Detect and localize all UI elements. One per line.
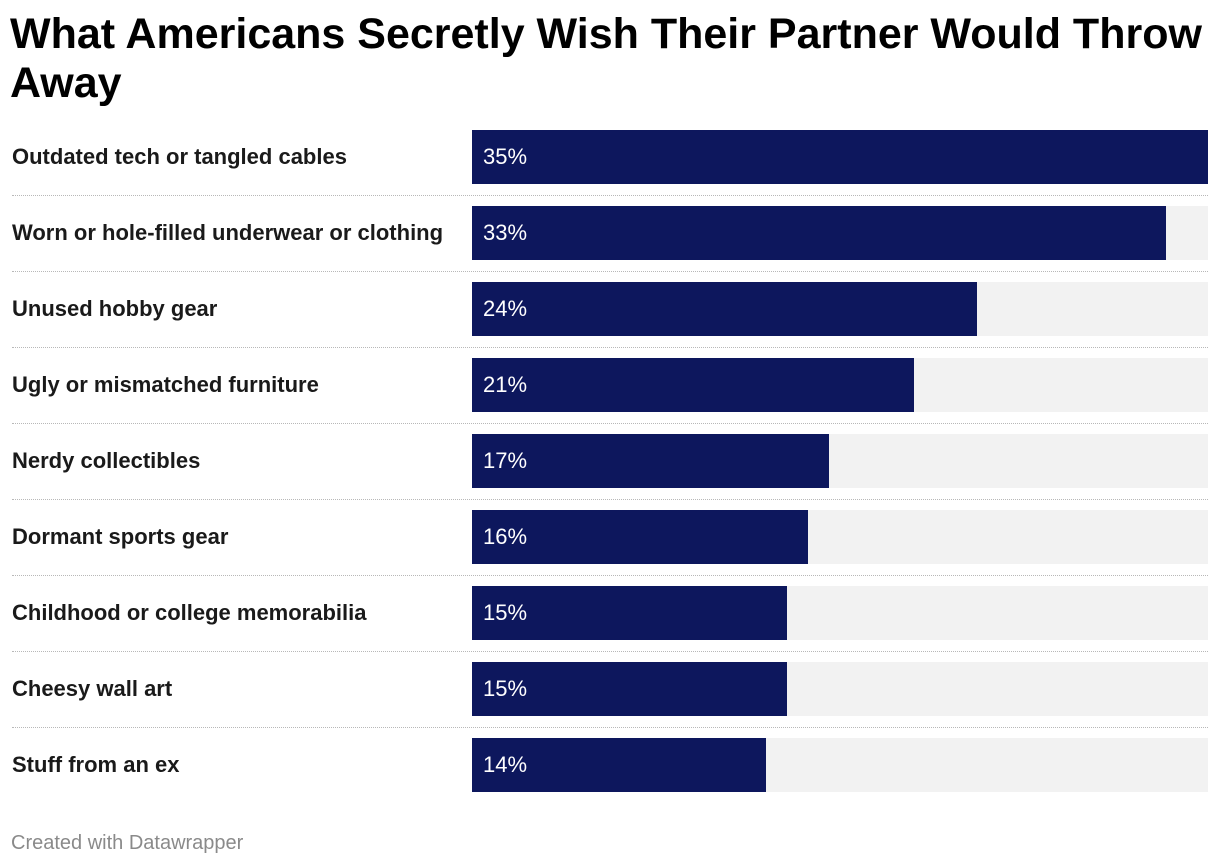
row-divider [12, 195, 1208, 196]
bar-track: 15% [472, 586, 1208, 640]
row-divider [12, 575, 1208, 576]
category-label: Outdated tech or tangled cables [12, 144, 347, 169]
bar-row-dormant-sports-gear: Dormant sports gear 16% [0, 510, 1220, 586]
value-label: 17% [483, 448, 528, 473]
value-label: 35% [483, 144, 528, 169]
category-label: Childhood or college memorabilia [12, 600, 367, 625]
value-label: 16% [483, 524, 528, 549]
bar-row-outdated-tech-or-tangled-cables: Outdated tech or tangled cables 35% [0, 130, 1220, 206]
value-label: 33% [483, 220, 528, 245]
bar: 17% [472, 434, 829, 488]
chart-title: What Americans Secretly Wish Their Partn… [10, 10, 1202, 107]
row-divider [12, 499, 1208, 500]
row-divider [12, 651, 1208, 652]
category-label: Nerdy collectibles [12, 448, 201, 473]
bar-row-nerdy-collectibles: Nerdy collectibles 17% [0, 434, 1220, 510]
bar: 14% [472, 738, 766, 792]
bar: 15% [472, 586, 787, 640]
category-label: Cheesy wall art [12, 676, 173, 701]
bar-track: 16% [472, 510, 1208, 564]
category-label: Dormant sports gear [12, 524, 229, 549]
value-label: 15% [483, 600, 528, 625]
bar-row-worn-or-hole-filled-underwear-or-clothing: Worn or hole-filled underwear or clothin… [0, 206, 1220, 282]
value-label: 14% [483, 752, 528, 777]
bar: 15% [472, 662, 787, 716]
bar-track: 35% [472, 130, 1208, 184]
bar-track: 17% [472, 434, 1208, 488]
bar: 35% [472, 130, 1208, 184]
bar: 21% [472, 358, 914, 412]
row-divider [12, 271, 1208, 272]
bar-track: 21% [472, 358, 1208, 412]
bar-track: 15% [472, 662, 1208, 716]
category-label: Unused hobby gear [12, 296, 218, 321]
category-label: Stuff from an ex [12, 752, 180, 777]
bar-track: 24% [472, 282, 1208, 336]
category-label: Worn or hole-filled underwear or clothin… [12, 220, 444, 245]
bar-row-unused-hobby-gear: Unused hobby gear 24% [0, 282, 1220, 358]
bar-track: 14% [472, 738, 1208, 792]
row-divider [12, 423, 1208, 424]
bar-chart: Outdated tech or tangled cables 35% Worn o… [0, 130, 1220, 794]
datawrapper-credit: Created with Datawrapper [11, 832, 244, 854]
bar-row-ugly-or-mismatched-furniture: Ugly or mismatched furniture 21% [0, 358, 1220, 434]
bar-row-stuff-from-an-ex: Stuff from an ex 14% [0, 738, 1220, 814]
bar: 33% [472, 206, 1166, 260]
bar-row-cheesy-wall-art: Cheesy wall art 15% [0, 662, 1220, 738]
value-label: 24% [483, 296, 528, 321]
category-label: Ugly or mismatched furniture [12, 372, 319, 397]
bar-row-childhood-or-college-memorabilia: Childhood or college memorabilia 15% [0, 586, 1220, 662]
bar-track: 33% [472, 206, 1208, 260]
row-divider [12, 347, 1208, 348]
bar: 16% [472, 510, 808, 564]
bar: 24% [472, 282, 977, 336]
value-label: 15% [483, 676, 528, 701]
row-divider [12, 727, 1208, 728]
value-label: 21% [483, 372, 528, 397]
